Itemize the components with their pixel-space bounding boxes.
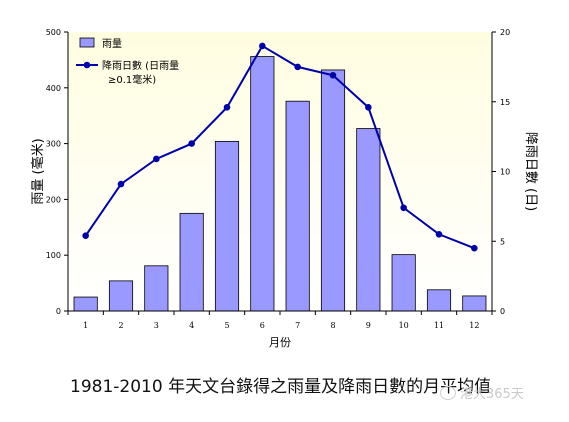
rain-days-line [84, 44, 475, 250]
rain-days-point-10 [400, 204, 407, 212]
bar-7 [285, 100, 310, 312]
right-tick-label: 10 [500, 168, 510, 177]
x-axis-title: 月份 [269, 336, 291, 349]
watermark: 港大365天 [440, 383, 524, 402]
bar-8 [320, 69, 346, 312]
x-tick-label: 11 [434, 321, 444, 330]
right-tick-label: 15 [500, 98, 510, 107]
x-tick-label: 10 [399, 321, 409, 330]
left-tick-label: 300 [46, 140, 61, 149]
bar-11 [426, 289, 452, 312]
legend-bar-label: 雨量 [102, 38, 122, 50]
rain-days-point-12 [471, 244, 478, 252]
x-tick-label: 2 [118, 321, 123, 330]
legend-line-marker [83, 61, 91, 69]
right-tick-label: 0 [500, 307, 505, 316]
legend-line-label-1: 降雨日數 (日雨量 [102, 59, 179, 72]
rain-days-point-4 [188, 140, 195, 147]
left-axis-title: 雨量 (毫米) [30, 138, 46, 204]
x-tick-label: 8 [330, 321, 335, 330]
x-tick-label: 9 [366, 321, 371, 330]
x-tick-label: 12 [469, 321, 479, 330]
left-tick-label: 200 [46, 195, 61, 204]
legend-bar-swatch [79, 37, 95, 48]
rain-days-point-11 [435, 230, 443, 238]
right-axis-title: 降雨日數 (日) [523, 132, 538, 211]
bar-3 [144, 265, 169, 312]
x-tick-label: 3 [154, 321, 159, 330]
rain-days-point-8 [329, 71, 337, 79]
x-tick-label: 1 [83, 321, 88, 330]
bar-9 [356, 128, 381, 312]
right-tick-label: 5 [500, 237, 505, 246]
watermark-text: 港大365天 [460, 387, 524, 402]
left-tick-label: 400 [46, 84, 61, 93]
left-tick-label: 0 [56, 307, 61, 316]
bar-1 [73, 296, 98, 312]
rain-days-point-5 [223, 104, 231, 111]
chart-caption: 1981-2010 年天文台錄得之雨量及降雨日數的月平均值 [70, 377, 492, 397]
bar-12 [462, 295, 487, 312]
bar-2 [108, 280, 134, 312]
plot-area [68, 32, 492, 311]
bar-5 [214, 140, 240, 312]
bar-10 [391, 254, 416, 312]
rain-days-point-2 [117, 180, 125, 188]
x-tick-label: 6 [260, 321, 265, 330]
left-tick-label: 100 [46, 251, 61, 260]
rain-days-point-9 [365, 104, 372, 111]
legend-line-label-2: ≥0.1毫米) [108, 73, 156, 86]
x-tick-label: 4 [189, 321, 194, 330]
rain-days-point-3 [153, 155, 160, 163]
x-tick-label: 5 [224, 321, 229, 330]
x-tick-label: 7 [295, 321, 300, 330]
wechat-icon [440, 386, 456, 400]
rain-days-point-1 [82, 232, 89, 239]
rain-days-point-7 [294, 63, 301, 71]
rain-days-point-6 [259, 42, 266, 50]
left-tick-label: 500 [46, 28, 61, 37]
bar-6 [250, 56, 275, 312]
right-tick-label: 20 [500, 28, 510, 37]
bar-4 [179, 212, 204, 312]
